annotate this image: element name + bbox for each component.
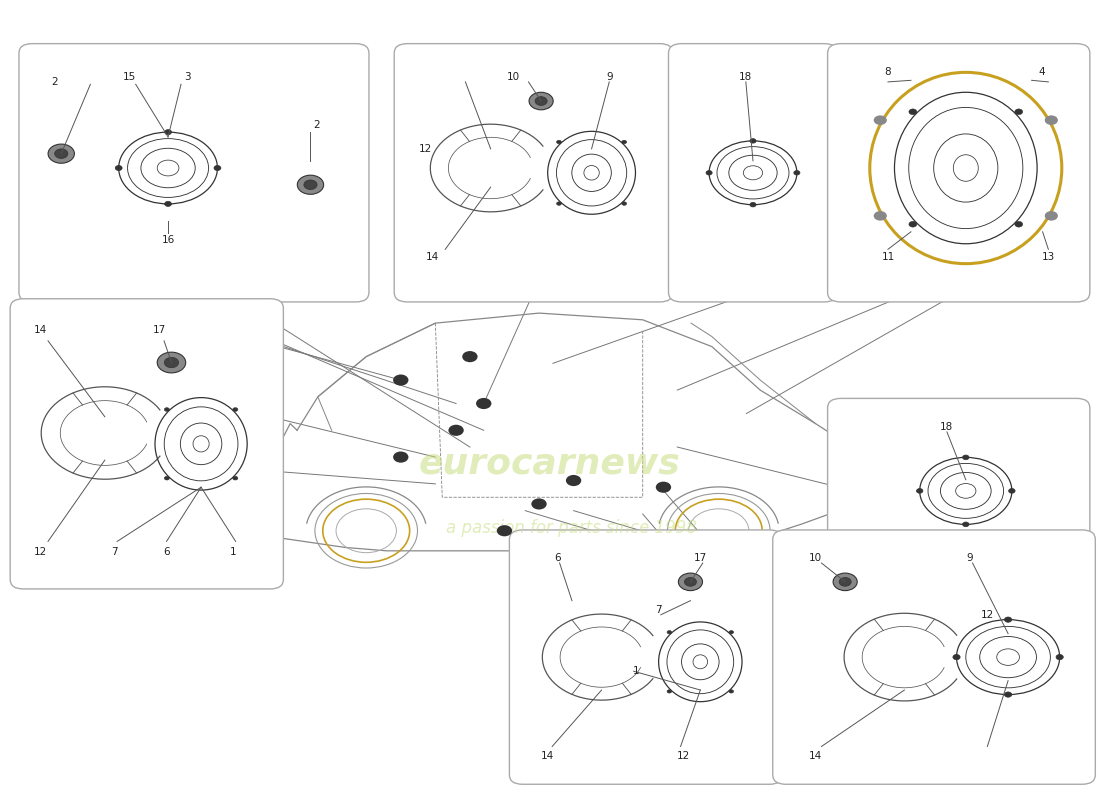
Circle shape xyxy=(164,358,178,368)
Text: 3: 3 xyxy=(184,72,190,82)
Circle shape xyxy=(164,408,169,411)
Text: a passion for parts since 1998: a passion for parts since 1998 xyxy=(447,518,697,537)
Circle shape xyxy=(729,690,734,693)
Circle shape xyxy=(909,109,916,114)
Circle shape xyxy=(839,578,851,586)
Circle shape xyxy=(297,175,323,194)
Text: 7: 7 xyxy=(111,547,118,558)
Text: 9: 9 xyxy=(966,554,972,563)
Text: 1: 1 xyxy=(632,666,639,676)
Text: 2: 2 xyxy=(314,120,320,130)
Text: 17: 17 xyxy=(694,554,707,563)
FancyBboxPatch shape xyxy=(827,398,1090,577)
Text: 6: 6 xyxy=(163,547,169,558)
Circle shape xyxy=(449,425,464,436)
Circle shape xyxy=(497,525,513,536)
Circle shape xyxy=(529,92,553,110)
Text: 11: 11 xyxy=(881,251,894,262)
Circle shape xyxy=(557,140,561,144)
Circle shape xyxy=(684,578,696,586)
Text: 14: 14 xyxy=(34,325,47,335)
Circle shape xyxy=(621,202,627,206)
FancyBboxPatch shape xyxy=(394,44,673,302)
Circle shape xyxy=(165,130,172,134)
Text: 2: 2 xyxy=(52,77,58,87)
Circle shape xyxy=(565,475,581,486)
Circle shape xyxy=(1045,115,1058,125)
Text: 1: 1 xyxy=(230,547,236,558)
Circle shape xyxy=(873,211,887,221)
Text: 14: 14 xyxy=(426,251,439,262)
Circle shape xyxy=(1004,617,1012,622)
Circle shape xyxy=(916,489,923,494)
FancyBboxPatch shape xyxy=(10,298,284,589)
Circle shape xyxy=(557,202,561,206)
Circle shape xyxy=(535,97,547,106)
Circle shape xyxy=(214,166,221,170)
Circle shape xyxy=(679,573,703,590)
Circle shape xyxy=(667,690,672,693)
Circle shape xyxy=(476,398,492,409)
Text: 6: 6 xyxy=(553,554,560,563)
Circle shape xyxy=(1015,222,1023,227)
Circle shape xyxy=(621,140,627,144)
Circle shape xyxy=(962,455,969,460)
Circle shape xyxy=(750,138,756,143)
Text: 13: 13 xyxy=(1042,251,1055,262)
Circle shape xyxy=(55,149,68,158)
Text: 14: 14 xyxy=(808,751,822,761)
Text: 8: 8 xyxy=(884,67,891,78)
Circle shape xyxy=(393,451,408,462)
Text: 9: 9 xyxy=(606,72,613,82)
Circle shape xyxy=(157,352,186,373)
Text: 12: 12 xyxy=(981,610,994,620)
Text: 10: 10 xyxy=(808,554,822,563)
Text: 10: 10 xyxy=(507,72,520,82)
Circle shape xyxy=(1045,211,1058,221)
FancyBboxPatch shape xyxy=(509,530,782,784)
Circle shape xyxy=(1009,489,1015,494)
FancyBboxPatch shape xyxy=(19,44,368,302)
Text: 12: 12 xyxy=(34,547,47,558)
Text: 4: 4 xyxy=(1038,67,1045,78)
Circle shape xyxy=(794,170,800,175)
Text: 16: 16 xyxy=(162,234,175,245)
Circle shape xyxy=(909,222,916,227)
Circle shape xyxy=(304,180,317,190)
Text: 18: 18 xyxy=(940,422,954,432)
Circle shape xyxy=(531,498,547,510)
Circle shape xyxy=(393,374,408,386)
Circle shape xyxy=(165,202,172,206)
Text: 12: 12 xyxy=(676,751,690,761)
Circle shape xyxy=(750,202,756,207)
Circle shape xyxy=(873,115,887,125)
Text: 17: 17 xyxy=(153,325,166,335)
Circle shape xyxy=(1056,654,1064,660)
Circle shape xyxy=(667,630,672,634)
Text: 12: 12 xyxy=(418,144,431,154)
Circle shape xyxy=(116,166,122,170)
Circle shape xyxy=(1015,109,1023,114)
Circle shape xyxy=(706,170,712,175)
Text: 15: 15 xyxy=(122,72,135,82)
Circle shape xyxy=(962,522,969,526)
Text: 7: 7 xyxy=(654,605,662,615)
FancyBboxPatch shape xyxy=(772,530,1096,784)
Circle shape xyxy=(462,351,477,362)
Circle shape xyxy=(833,573,857,590)
Text: 18: 18 xyxy=(739,72,752,82)
FancyBboxPatch shape xyxy=(827,44,1090,302)
Circle shape xyxy=(656,482,671,493)
Circle shape xyxy=(953,654,960,660)
Circle shape xyxy=(164,476,169,480)
FancyBboxPatch shape xyxy=(669,44,837,302)
Circle shape xyxy=(729,630,734,634)
Circle shape xyxy=(233,476,238,480)
Text: eurocarnews: eurocarnews xyxy=(419,446,681,481)
Circle shape xyxy=(233,408,238,411)
Circle shape xyxy=(1004,692,1012,697)
Text: 14: 14 xyxy=(540,751,554,761)
Circle shape xyxy=(48,144,75,163)
